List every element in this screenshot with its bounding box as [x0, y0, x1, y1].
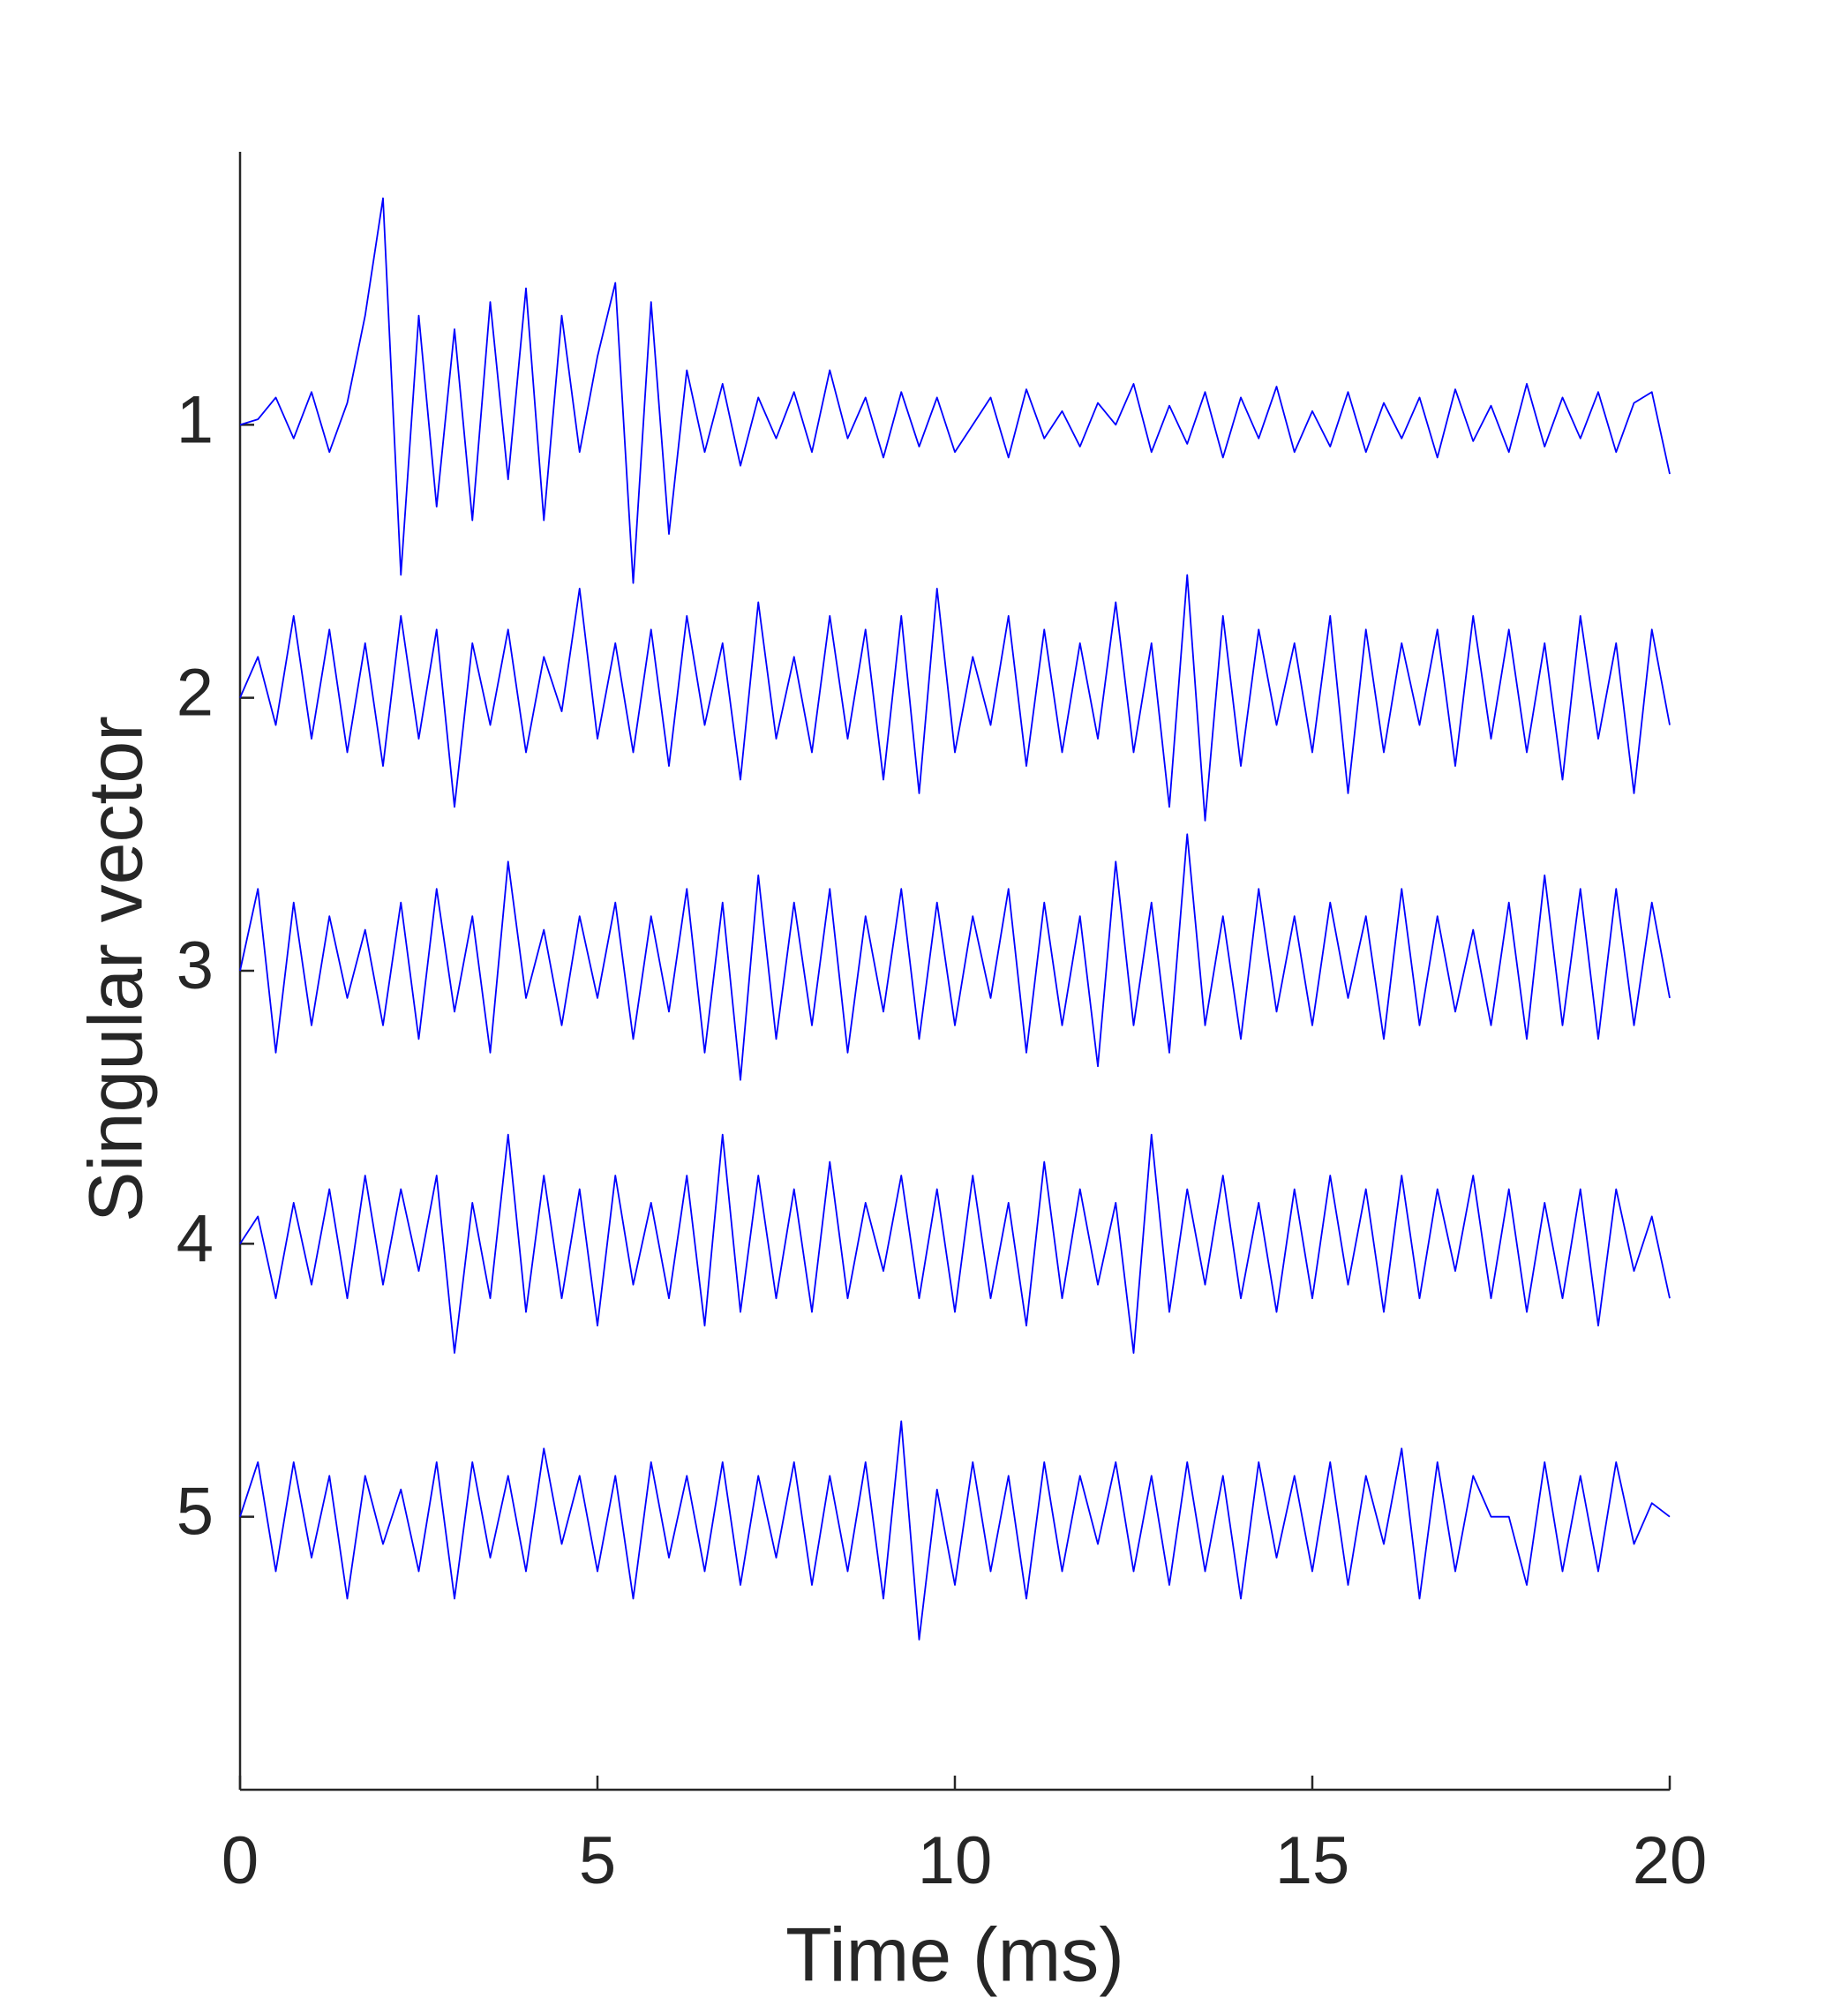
y-tick-label: 1: [177, 382, 214, 457]
y-axis-label: Singular vector: [74, 716, 159, 1222]
signal-trace: [239, 1133, 1671, 1354]
y-tick-label: 5: [177, 1475, 214, 1550]
x-axis-label: Time (ms): [785, 1913, 1124, 1998]
x-tick-label: 20: [1633, 1823, 1708, 1898]
x-tick-label: 5: [579, 1823, 616, 1898]
signal-trace: [239, 574, 1671, 822]
signal-trace: [239, 833, 1671, 1081]
y-tick-label: 2: [177, 656, 214, 731]
y-tick-label: 3: [177, 928, 214, 1003]
x-tick-label: 15: [1275, 1823, 1350, 1898]
signal-trace: [239, 197, 1671, 584]
signal-trace: [239, 1420, 1671, 1641]
x-tick-label: 10: [918, 1823, 993, 1898]
y-tick-label: 4: [177, 1201, 214, 1276]
x-tick-label: 0: [222, 1823, 259, 1898]
